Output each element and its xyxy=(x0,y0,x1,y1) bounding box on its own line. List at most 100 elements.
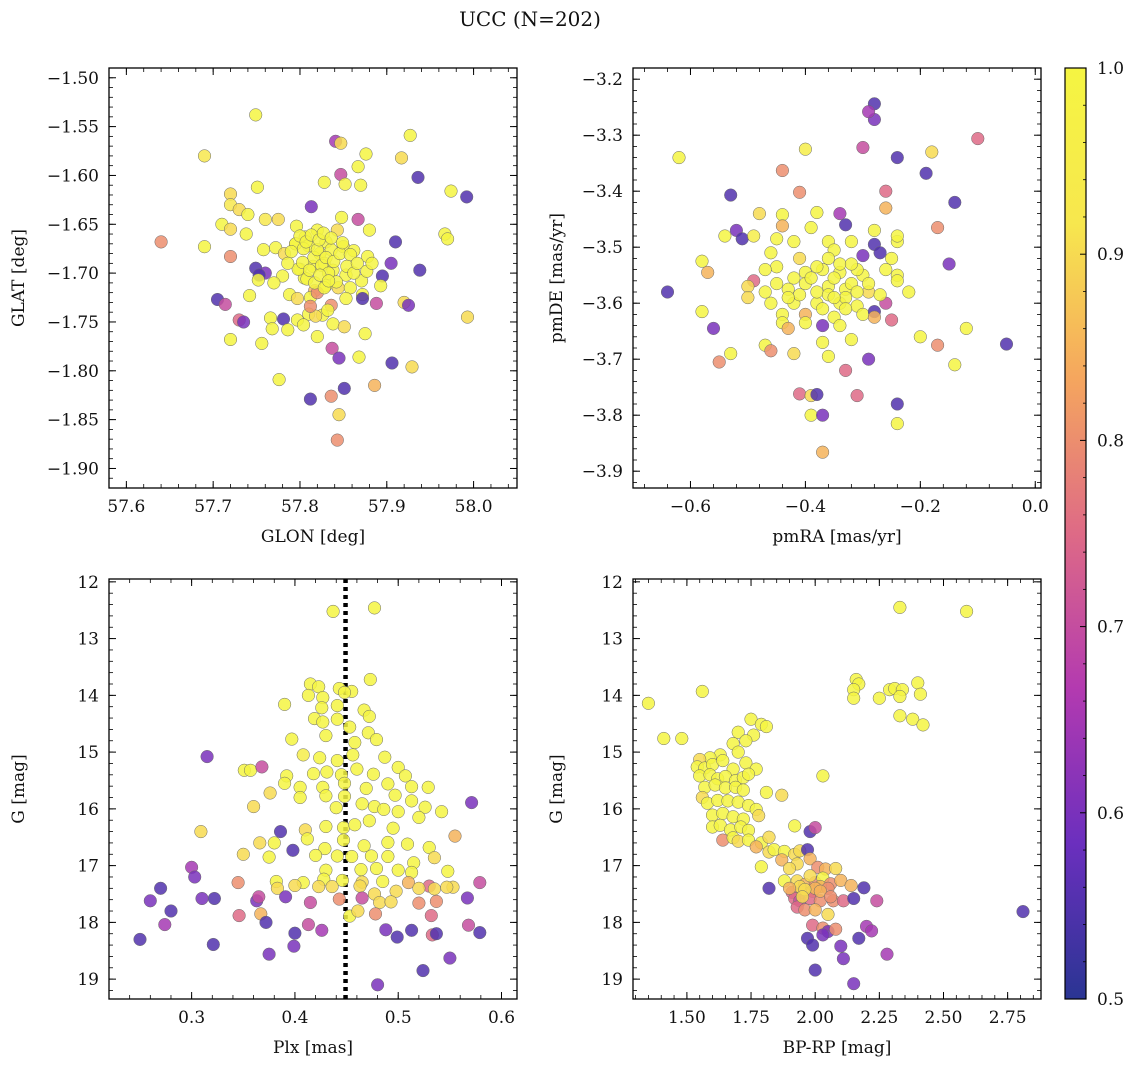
data-point xyxy=(405,780,419,794)
data-point xyxy=(759,720,773,734)
data-point xyxy=(747,229,761,243)
data-point xyxy=(143,894,157,908)
data-point xyxy=(247,800,261,814)
x-tick-label: 0.6 xyxy=(488,1008,515,1028)
data-point xyxy=(322,274,336,288)
data-point xyxy=(381,777,395,791)
data-point xyxy=(971,132,985,146)
y-tick-label: −3.7 xyxy=(582,350,623,370)
data-point xyxy=(400,837,415,851)
x-tick-label: 1.50 xyxy=(668,1008,706,1028)
data-point xyxy=(816,335,830,349)
data-point xyxy=(319,819,333,834)
data-point xyxy=(844,333,858,347)
points xyxy=(133,601,487,992)
x-tick-label: −0.4 xyxy=(785,497,826,517)
y-axis-label: G [mag] xyxy=(9,754,29,823)
data-point xyxy=(385,356,399,370)
data-point xyxy=(309,848,323,862)
data-point xyxy=(376,874,390,889)
data-point xyxy=(816,769,830,783)
data-point xyxy=(293,790,307,805)
data-point xyxy=(324,389,338,403)
data-point xyxy=(448,829,462,843)
data-point xyxy=(913,330,927,344)
data-point xyxy=(872,691,886,705)
colorbar-tick-label: 0.8 xyxy=(1097,431,1124,451)
data-point xyxy=(911,676,925,690)
data-point xyxy=(259,915,273,929)
data-point xyxy=(350,256,364,270)
data-point xyxy=(867,310,881,324)
data-point xyxy=(301,688,315,702)
data-point xyxy=(890,151,904,165)
data-point xyxy=(833,257,847,271)
data-point xyxy=(880,947,894,961)
data-point xyxy=(335,236,350,250)
data-point xyxy=(782,881,797,895)
data-point xyxy=(258,212,272,226)
data-point xyxy=(319,789,333,803)
y-tick-label: −3.8 xyxy=(582,406,623,426)
data-point xyxy=(334,136,348,150)
data-point xyxy=(368,378,382,392)
data-point xyxy=(313,751,327,765)
data-point xyxy=(391,805,405,819)
data-point xyxy=(829,922,843,936)
y-tick-label: 15 xyxy=(77,743,99,763)
data-point xyxy=(352,350,366,364)
data-point xyxy=(870,894,884,908)
data-point xyxy=(931,221,945,235)
data-point xyxy=(312,880,326,894)
data-point xyxy=(873,246,887,260)
data-point xyxy=(782,861,797,876)
data-point xyxy=(873,288,887,302)
data-point xyxy=(441,864,455,878)
data-point xyxy=(948,195,962,209)
data-point xyxy=(793,387,807,401)
data-point xyxy=(237,315,251,329)
data-point xyxy=(223,332,238,347)
x-tick-label: −0.2 xyxy=(900,497,941,517)
data-point xyxy=(759,785,773,799)
data-point xyxy=(325,880,339,894)
data-point xyxy=(827,271,841,285)
data-point xyxy=(816,319,830,333)
data-point xyxy=(197,240,212,254)
data-point xyxy=(336,833,351,847)
data-point xyxy=(435,805,449,819)
data-point xyxy=(279,890,293,904)
data-point xyxy=(836,952,850,966)
data-point xyxy=(810,260,824,274)
data-point xyxy=(335,873,349,887)
data-point xyxy=(262,850,276,864)
data-point xyxy=(695,305,709,319)
data-point xyxy=(736,783,750,797)
data-point xyxy=(354,863,368,877)
data-point xyxy=(355,891,369,905)
data-point xyxy=(806,938,820,952)
data-point xyxy=(804,271,818,285)
data-point xyxy=(267,276,281,290)
data-point xyxy=(355,797,369,811)
data-point xyxy=(319,729,333,743)
data-point xyxy=(381,849,395,864)
data-point xyxy=(337,320,351,334)
data-point xyxy=(405,360,419,374)
data-point xyxy=(821,349,835,363)
data-point xyxy=(775,788,789,802)
data-point xyxy=(1016,905,1030,919)
data-point xyxy=(318,842,332,856)
data-point xyxy=(919,166,933,180)
y-tick-label: 19 xyxy=(601,970,623,990)
y-tick-label: −1.70 xyxy=(47,264,99,284)
y-tick-label: −1.55 xyxy=(47,118,99,138)
data-point xyxy=(416,964,430,978)
data-point xyxy=(834,939,848,953)
data-point xyxy=(960,604,974,618)
data-point xyxy=(793,251,807,265)
x-tick-label: 2.00 xyxy=(796,1008,834,1028)
data-point xyxy=(441,232,455,246)
data-point xyxy=(816,408,830,422)
points xyxy=(154,108,475,447)
